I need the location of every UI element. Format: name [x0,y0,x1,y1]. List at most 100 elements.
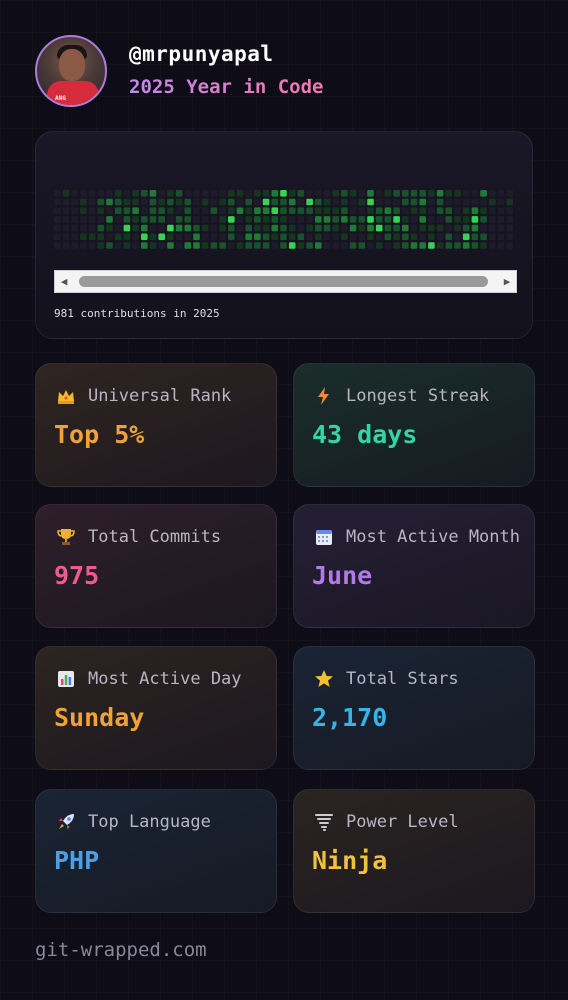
contribution-cell [80,233,87,241]
arrow-left-icon[interactable]: ◀ [60,275,68,288]
contribution-cell [436,190,444,197]
contribution-cell [445,242,453,249]
contribution-cell [445,233,453,241]
contribution-cell [62,198,70,206]
tornado-icon [315,814,333,831]
contribution-cell [489,190,496,197]
contribution-cell [445,207,453,214]
contribution-cell [410,207,418,214]
contribution-cell [497,198,505,206]
contribution-cell [375,198,383,206]
arrow-right-icon[interactable]: ▶ [503,275,511,288]
contribution-cell [71,198,78,206]
contribution-cell [323,233,331,241]
contribution-cell [62,242,70,249]
scroll-thumb[interactable] [79,276,488,287]
contribution-cell [97,224,105,232]
contribution-cell [436,233,444,241]
contribution-cell [402,233,409,241]
contribution-cell [123,190,131,197]
contribution-cell [132,224,139,232]
contribution-cell [367,216,374,223]
contribution-cell [62,207,70,214]
contribution-summary: 981 contributions in 2025 [54,307,220,320]
contribution-cell [315,233,322,241]
contribution-cell [271,216,279,223]
horizontal-scrollbar[interactable]: ◀ ▶ [54,270,517,293]
contribution-cell [245,207,252,214]
contribution-cell [106,224,113,232]
contribution-cell [454,242,461,249]
contribution-card: ◀ ▶ 981 contributions in 2025 [35,131,533,339]
contribution-cell [358,242,366,249]
contribution-cell [288,224,296,232]
contribution-cell [410,216,418,223]
contribution-cell [88,198,96,206]
stat-value: Sunday [54,703,145,732]
contribution-cell [210,216,218,223]
contribution-cell [149,216,157,223]
contribution-cell [280,190,287,197]
contribution-cell [323,198,331,206]
contribution-cell [419,198,426,206]
contribution-cell [219,190,226,197]
contribution-cell [106,216,113,223]
contribution-cell [201,190,209,197]
contribution-cell [228,216,235,223]
stat-value: Ninja [312,846,388,875]
contribution-cell [201,242,209,249]
contribution-cell [219,233,226,241]
lightning-icon [318,387,329,405]
contribution-cell [471,216,479,223]
stat-card-total-stars: Total Stars 2,170 [293,646,535,770]
contribution-cell [332,224,339,232]
contribution-cell [323,216,331,223]
contribution-cell [210,242,218,249]
contribution-cell [236,233,244,241]
contribution-cell [236,190,244,197]
contribution-cell [80,224,87,232]
contribution-cell [358,224,366,232]
contribution-cell [480,198,487,206]
contribution-cell [341,190,348,197]
contribution-cell [228,242,235,249]
contribution-cell [80,190,87,197]
contribution-cell [201,233,209,241]
contribution-cell [428,190,435,197]
contribution-cell [297,224,305,232]
contribution-cell [228,190,235,197]
contribution-cell [254,224,261,232]
contribution-cell [480,207,487,214]
contribution-cell [141,207,148,214]
contribution-cell [375,233,383,241]
footer-site-link[interactable]: git-wrapped.com [35,939,207,961]
contribution-cell [158,233,165,241]
contribution-cell [219,224,226,232]
contribution-cell [228,198,235,206]
contribution-cell [132,216,139,223]
contribution-cell [489,216,496,223]
contribution-cell [88,242,96,249]
contribution-cell [271,233,279,241]
contribution-cell [288,233,296,241]
contribution-cell [210,190,218,197]
contribution-cell [384,216,392,223]
contribution-cell [219,242,226,249]
stat-label: Most Active Day [88,669,242,689]
contribution-cell [201,207,209,214]
contribution-cell [471,233,479,241]
contribution-cell [315,190,322,197]
contribution-cell [262,190,270,197]
contribution-cell [210,233,218,241]
contribution-cell [141,190,148,197]
contribution-cell [445,198,453,206]
stat-label: Longest Streak [346,386,490,406]
contribution-cell [175,242,183,249]
contribution-cell [462,198,470,206]
contribution-cell [436,198,444,206]
contribution-cell [375,216,383,223]
contribution-cell [349,207,357,214]
contribution-cell [149,198,157,206]
contribution-cell [341,224,348,232]
contribution-cell [245,198,252,206]
